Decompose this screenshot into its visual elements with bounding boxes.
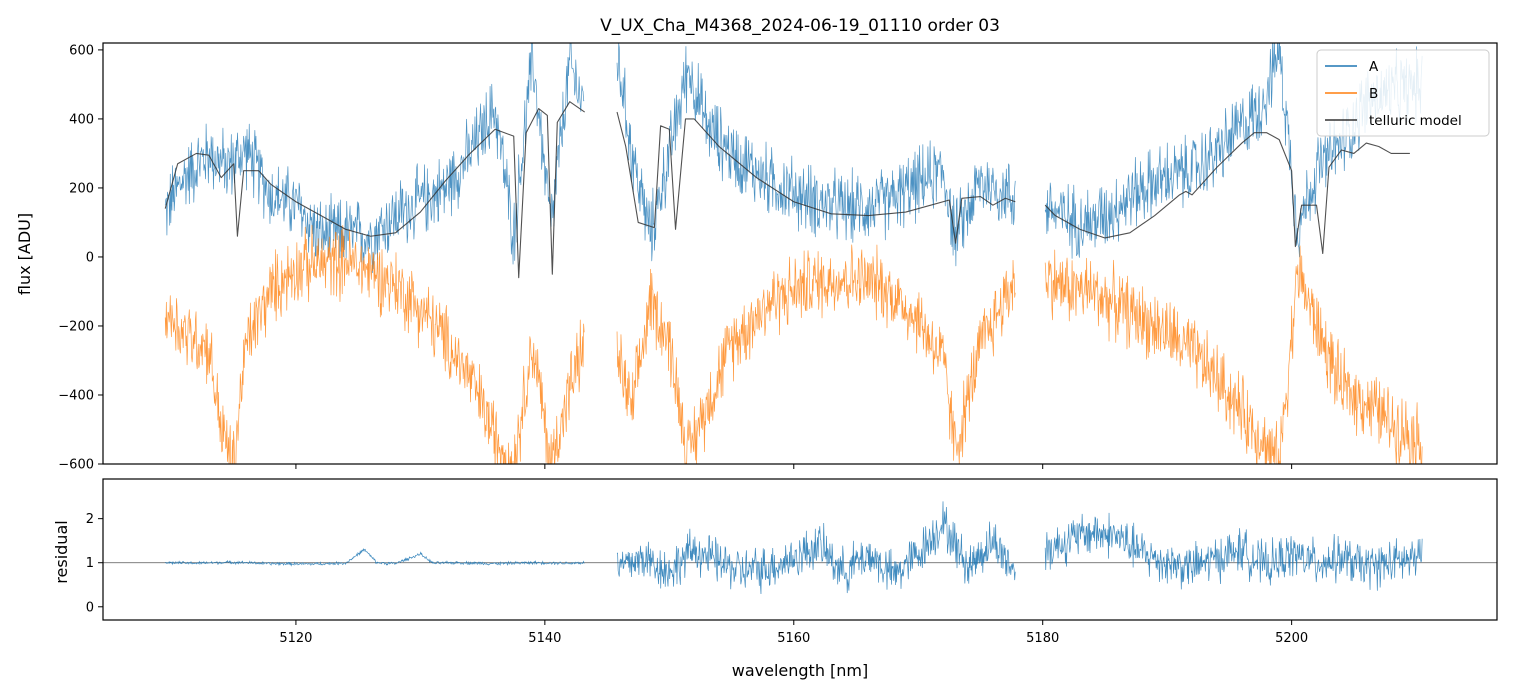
- legend-label-telluric: telluric model: [1369, 113, 1462, 129]
- bottom-plot-area: [103, 479, 1497, 620]
- top-y-tick-label: −400: [58, 388, 94, 403]
- x-axis-label: wavelength [nm]: [732, 661, 869, 680]
- legend-box: [1316, 49, 1490, 137]
- telluric-model-line-segment-1: [164, 101, 585, 279]
- telluric-model-line-segment-3: [1044, 132, 1410, 255]
- top-y-axis: −600 −400 −200 0 200 400 600: [58, 43, 103, 473]
- bottom-y-axis: 0 1 2: [86, 512, 103, 615]
- series-b-line-segment-2: [616, 244, 1016, 464]
- top-y-tick-label: 600: [69, 43, 94, 58]
- bottom-x-tick-label: 5180: [1026, 631, 1059, 646]
- bottom-x-axis: 5120 5140 5160 5180 5200: [279, 620, 1308, 646]
- legend-label-b: B: [1369, 86, 1378, 102]
- residual-line-segment-2: [616, 501, 1016, 594]
- top-y-tick-label: 200: [69, 181, 94, 196]
- legend-label-a: A: [1369, 59, 1379, 75]
- series-b-line-segment-1: [164, 224, 585, 464]
- bottom-panel: 0 1 2 5120 5140 5160 5180 5200 residual wavele…: [52, 478, 1498, 680]
- top-x-axis: [295, 464, 1293, 469]
- top-y-tick-label: 0: [86, 250, 94, 265]
- series-a-line-segment-1: [164, 43, 585, 274]
- legend: A B telluric model: [1316, 49, 1490, 137]
- bottom-y-tick-label: 1: [86, 556, 94, 571]
- bottom-series-group: [165, 501, 1423, 594]
- residual-line-segment-3: [1044, 512, 1423, 591]
- top-y-axis-label: flux [ADU]: [15, 213, 34, 295]
- series-a-line-segment-3: [1044, 43, 1423, 259]
- bottom-y-tick-label: 0: [86, 600, 94, 615]
- bottom-x-tick-label: 5200: [1275, 631, 1308, 646]
- top-series-group: [164, 43, 1423, 464]
- residual-line-segment-1: [165, 548, 585, 567]
- top-plot-frame: [102, 42, 1498, 465]
- bottom-x-tick-label: 5160: [777, 631, 810, 646]
- bottom-x-tick-label: 5120: [279, 631, 312, 646]
- bottom-plot-frame: [102, 478, 1498, 621]
- telluric-model-line-segment-2: [616, 111, 1016, 244]
- top-y-tick-label: −600: [58, 458, 94, 473]
- bottom-y-tick-label: 2: [86, 512, 94, 527]
- bottom-x-tick-label: 5140: [528, 631, 561, 646]
- chart-title: V_UX_Cha_M4368_2024-06-19_01110 order 03: [600, 16, 1000, 36]
- series-b-line-segment-3: [1044, 245, 1423, 464]
- top-y-tick-label: −200: [58, 319, 94, 334]
- top-y-tick-label: 400: [69, 112, 94, 127]
- top-panel: −600 −400 −200 0 200 400 600 flux [ADU] A B te…: [15, 42, 1498, 473]
- bottom-y-axis-label: residual: [52, 520, 71, 583]
- series-a-line-segment-2: [616, 43, 1016, 267]
